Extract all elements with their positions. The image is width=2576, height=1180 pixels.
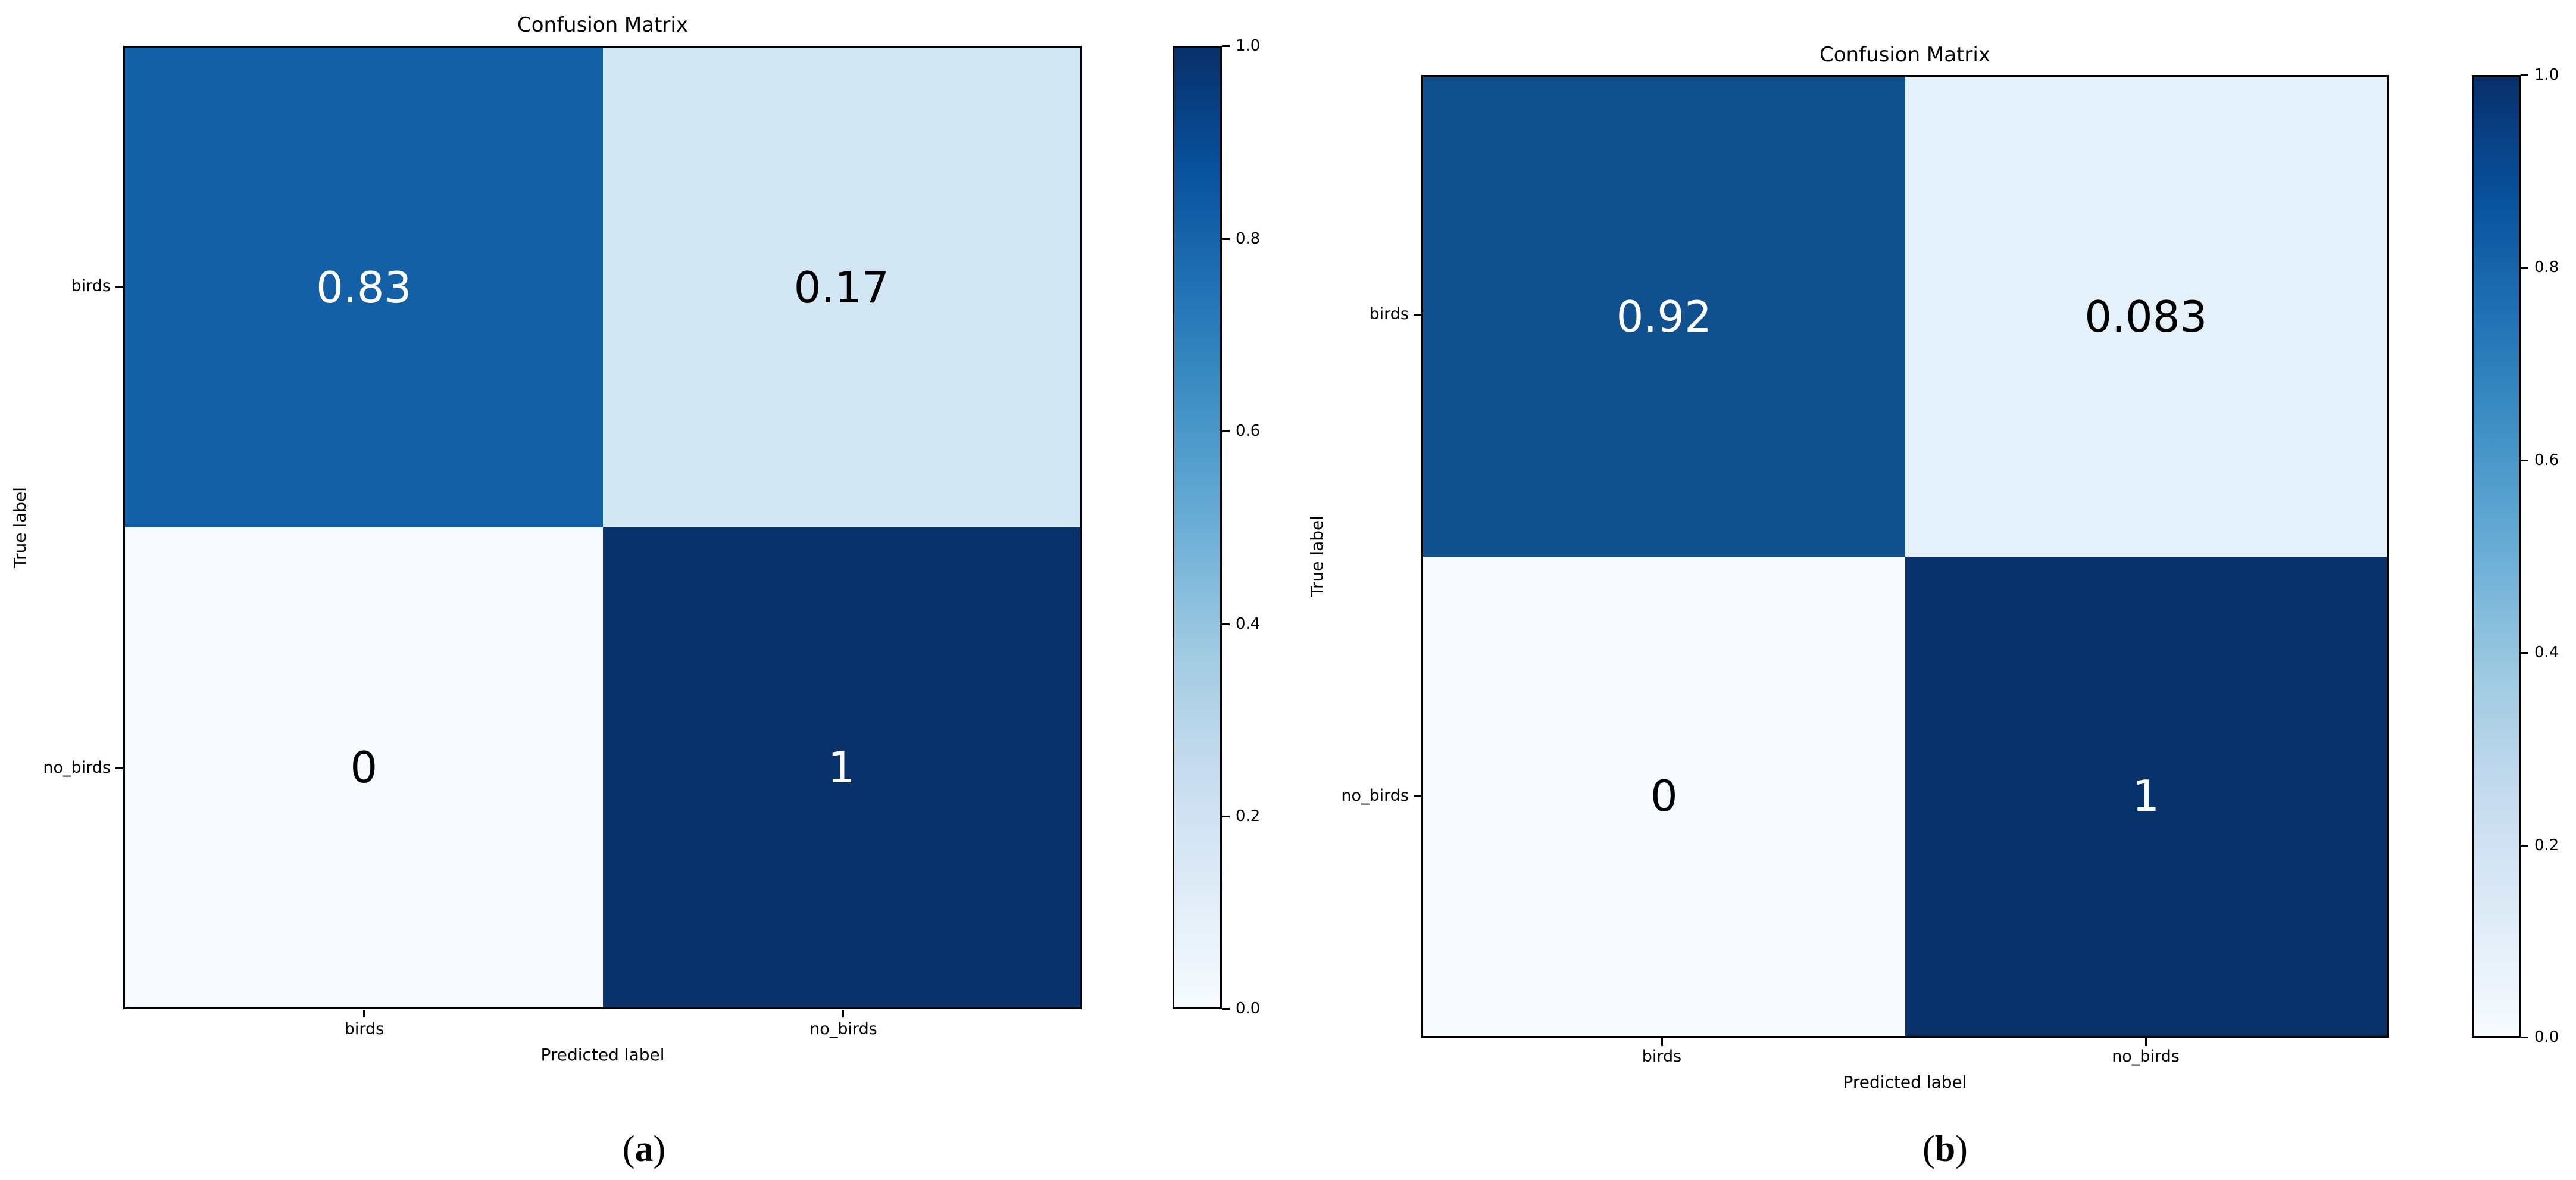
yaxis-label: True label	[1307, 515, 1327, 597]
colorbar-tick-label: 0.2	[2534, 836, 2559, 854]
colorbar-tick-label: 0.8	[2534, 258, 2559, 276]
tick-mark	[115, 767, 123, 769]
tick-mark	[115, 286, 123, 288]
colorbar-tick-mark	[2521, 460, 2528, 461]
colorbar-tick-mark	[2521, 267, 2528, 269]
matrix-cell-true-birds-pred-nobirds: 0.17	[602, 48, 1080, 527]
xtick-label-no-birds: no_birds	[809, 1020, 877, 1038]
cell-value: 0	[1650, 771, 1678, 822]
caption-letter: a	[634, 1129, 654, 1169]
matrix-cell-true-nobirds-pred-birds: 0	[1423, 556, 1905, 1036]
colorbar-tick-label: 0.4	[1236, 615, 1261, 633]
tick-mark	[2145, 1038, 2147, 1046]
ytick-label-no-birds: no_birds	[1341, 786, 1409, 805]
confusion-matrix-a: 0.83 0.17 0 1	[123, 46, 1082, 1009]
colorbar	[1173, 46, 1222, 1009]
tick-mark	[1414, 314, 1421, 316]
colorbar-tick-label: 0.2	[1236, 807, 1261, 825]
panel-caption-a: (a)	[623, 1129, 665, 1169]
colorbar-tick-label: 1.0	[2534, 66, 2559, 84]
xtick-label-birds: birds	[344, 1020, 384, 1038]
matrix-cell-true-nobirds-pred-nobirds: 1	[1905, 556, 2387, 1036]
matrix-cell-true-birds-pred-birds: 0.92	[1423, 77, 1905, 557]
cell-value: 0.17	[793, 263, 889, 313]
xtick-label-no-birds: no_birds	[2112, 1047, 2180, 1066]
cell-value: 0.083	[2084, 291, 2208, 342]
tick-mark	[363, 1010, 365, 1017]
colorbar-tick-label: 0.0	[1236, 1000, 1261, 1017]
cell-value: 0.83	[316, 263, 412, 313]
matrix-cell-true-nobirds-pred-nobirds: 1	[602, 527, 1080, 1007]
colorbar-tick-label: 0.0	[2534, 1028, 2559, 1046]
plot-title: Confusion Matrix	[517, 13, 688, 37]
tick-mark	[842, 1010, 844, 1017]
caption-paren: (	[622, 1129, 635, 1169]
colorbar-tick-mark	[2521, 1037, 2528, 1038]
colorbar-tick-mark	[1222, 430, 1230, 432]
caption-paren: )	[653, 1129, 666, 1169]
caption-paren: (	[1922, 1129, 1935, 1169]
caption-paren: )	[1955, 1129, 1968, 1169]
tick-mark	[1661, 1038, 1663, 1046]
colorbar-tick-label: 1.0	[1236, 37, 1261, 55]
colorbar-tick-label: 0.8	[1236, 230, 1261, 248]
colorbar-tick-mark	[2521, 652, 2528, 654]
plot-title: Confusion Matrix	[1820, 43, 1990, 67]
colorbar-tick-mark	[1222, 816, 1230, 817]
colorbar-tick-label: 0.4	[2534, 644, 2559, 661]
colorbar-tick-mark	[2521, 845, 2528, 847]
tick-mark	[1414, 795, 1421, 797]
yaxis-label: True label	[10, 486, 30, 569]
colorbar	[2472, 75, 2521, 1038]
ytick-label-birds: birds	[1369, 305, 1409, 323]
confusion-matrix-b: 0.92 0.083 0 1	[1421, 75, 2389, 1038]
xaxis-label: Predicted label	[1843, 1072, 1967, 1092]
panel-caption-b: (b)	[1922, 1129, 1968, 1169]
colorbar-tick-mark	[2521, 74, 2528, 76]
matrix-cell-true-nobirds-pred-birds: 0	[125, 527, 603, 1007]
matrix-cell-true-birds-pred-birds: 0.83	[125, 48, 603, 527]
colorbar-tick-mark	[1222, 623, 1230, 625]
cell-value: 0.92	[1616, 291, 1712, 342]
colorbar-tick-mark	[1222, 1008, 1230, 1010]
ytick-label-birds: birds	[71, 277, 111, 295]
cell-value: 1	[827, 742, 855, 792]
ytick-label-no-birds: no_birds	[43, 758, 111, 777]
matrix-cell-true-birds-pred-nobirds: 0.083	[1905, 77, 2387, 557]
xaxis-label: Predicted label	[540, 1045, 665, 1065]
colorbar-tick-mark	[1222, 238, 1230, 240]
cell-value: 1	[2132, 771, 2160, 822]
colorbar-tick-label: 0.6	[2534, 451, 2559, 469]
xtick-label-birds: birds	[1642, 1047, 1682, 1066]
colorbar-tick-label: 0.6	[1236, 422, 1261, 440]
colorbar-tick-mark	[1222, 45, 1230, 47]
caption-letter: b	[1934, 1129, 1956, 1169]
cell-value: 0	[350, 742, 378, 792]
